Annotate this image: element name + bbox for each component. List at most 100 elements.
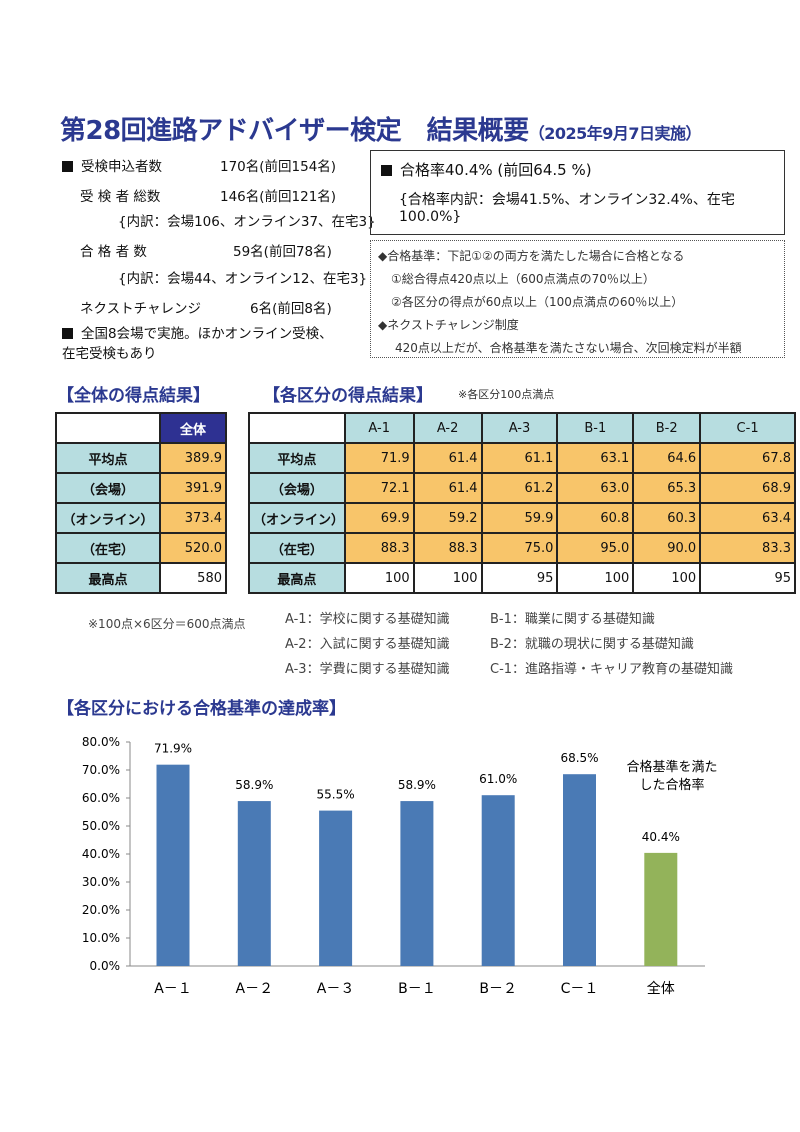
overall-score-table: 全体 平均点 389.9 （会場） 391.9 （オンライン） 373.4 （在宅） 520.0… bbox=[55, 412, 227, 594]
cell-value: 60.3 bbox=[632, 502, 702, 534]
criteria-box: ◆合格基準：下記①②の両方を満たした場合に合格となる ①総合得点420点以上（6… bbox=[370, 240, 785, 358]
y-tick-label: 60.0% bbox=[82, 791, 120, 805]
column-header: C-1 bbox=[699, 412, 796, 444]
pass-rate-box: 合格率40.4% (前回64.5 %) {合格率内訳：会場41.5%、オンライン… bbox=[370, 150, 785, 235]
y-tick-label: 20.0% bbox=[82, 903, 120, 917]
cell-value: 72.1 bbox=[343, 472, 415, 504]
legend-item: B-2：就職の現状に関する基礎知識 bbox=[490, 637, 694, 652]
table-header-row: 全体 bbox=[55, 412, 227, 444]
y-tick-label: 0.0% bbox=[90, 959, 121, 973]
row-label: 平均点 bbox=[248, 442, 346, 474]
overall-heading: 【全体の得点結果】 bbox=[57, 386, 210, 406]
row-label: （会場） bbox=[55, 472, 161, 504]
cell-value: 63.4 bbox=[699, 502, 796, 534]
table-row: 最高点 580 bbox=[55, 562, 227, 594]
table-row: （会場） 72.1 61.4 61.2 63.0 65.3 68.9 bbox=[248, 472, 796, 504]
cell-value: 61.4 bbox=[412, 472, 483, 504]
row-label: （在宅） bbox=[55, 532, 161, 564]
sections-heading: 【各区分の得点結果】 bbox=[263, 386, 433, 406]
column-header: A-2 bbox=[412, 412, 483, 444]
summary-value: 170名(前回154名) bbox=[220, 159, 337, 175]
cell-value: 71.9 bbox=[343, 442, 415, 474]
table-row: （在宅） 88.3 88.3 75.0 95.0 90.0 83.3 bbox=[248, 532, 796, 564]
legend-item: B-1：職業に関する基礎知識 bbox=[490, 612, 655, 627]
cell-value: 580 bbox=[159, 562, 227, 594]
cell-value: 389.9 bbox=[159, 442, 227, 474]
data-label: 58.9% bbox=[235, 778, 273, 792]
cell-value: 88.3 bbox=[343, 532, 415, 564]
section-score-table: A-1 A-2 A-3 B-1 B-2 C-1 平均点 71.9 61.4 61.1 63.1 64.… bbox=[248, 412, 796, 594]
cell-value: 68.9 bbox=[699, 472, 796, 504]
cell-value: 520.0 bbox=[159, 532, 227, 564]
bullet-icon bbox=[381, 165, 392, 176]
cell-value: 100 bbox=[412, 562, 483, 594]
venue-note: 全国8会場で実施。ほかオンライン受検、 在宅受検もあり bbox=[62, 326, 333, 362]
table-row: 平均点 389.9 bbox=[55, 442, 227, 474]
cell-value: 63.0 bbox=[556, 472, 635, 504]
cell-value: 83.3 bbox=[699, 532, 796, 564]
x-tick-label: A－１ bbox=[154, 981, 192, 997]
cell-value: 64.6 bbox=[632, 442, 702, 474]
table-row: 平均点 71.9 61.4 61.1 63.1 64.6 67.8 bbox=[248, 442, 796, 474]
row-label: 最高点 bbox=[55, 562, 161, 594]
cell-value: 100 bbox=[556, 562, 635, 594]
x-tick-label: B－１ bbox=[398, 981, 436, 997]
cell-value: 67.8 bbox=[699, 442, 796, 474]
chart-heading: 【各区分における合格基準の達成率】 bbox=[57, 699, 346, 719]
summary-value: 59名(前回78名) bbox=[233, 244, 332, 260]
cell-value: 59.9 bbox=[480, 502, 559, 534]
data-label: 55.5% bbox=[317, 788, 355, 802]
cell-value: 391.9 bbox=[159, 472, 227, 504]
cell-value: 100 bbox=[632, 562, 702, 594]
x-tick-label: B－２ bbox=[479, 981, 517, 997]
total-note: ※100点×6区分＝600点満点 bbox=[88, 617, 246, 631]
legend-item: A-2：入試に関する基礎知識 bbox=[285, 637, 450, 652]
table-header-row: A-1 A-2 A-3 B-1 B-2 C-1 bbox=[248, 412, 796, 444]
summary-label: 合 格 者 数 bbox=[80, 244, 147, 260]
cell-value: 59.2 bbox=[412, 502, 483, 534]
y-tick-label: 70.0% bbox=[82, 763, 120, 777]
summary-label: ネクストチャレンジ bbox=[80, 301, 201, 317]
bar bbox=[400, 801, 434, 966]
bar bbox=[563, 774, 596, 966]
table-row: （オンライン） 69.9 59.2 59.9 60.8 60.3 63.4 bbox=[248, 502, 796, 534]
table-row: 最高点 100 100 95 100 100 95 bbox=[248, 562, 796, 594]
summary-label: 受検申込者数 bbox=[62, 155, 162, 175]
data-label: 58.9% bbox=[398, 778, 436, 792]
cell-value: 61.4 bbox=[412, 442, 483, 474]
summary-label: 受 検 者 総数 bbox=[80, 189, 161, 205]
summary-value: 146名(前回121名) bbox=[220, 189, 337, 205]
cell-value: 95 bbox=[480, 562, 559, 594]
sections-note: ※各区分100点満点 bbox=[458, 388, 555, 401]
x-tick-label: A－２ bbox=[236, 981, 274, 997]
x-tick-label: C－１ bbox=[561, 981, 599, 997]
row-label: （オンライン） bbox=[55, 502, 161, 534]
bar bbox=[156, 764, 190, 966]
y-tick-label: 80.0% bbox=[82, 735, 120, 749]
row-label: 平均点 bbox=[55, 442, 161, 474]
bar bbox=[644, 852, 678, 966]
table-row: （会場） 391.9 bbox=[55, 472, 227, 504]
data-label: 61.0% bbox=[479, 772, 517, 786]
row-label: （オンライン） bbox=[248, 502, 346, 534]
cell-value: 95 bbox=[699, 562, 796, 594]
cell-value: 61.2 bbox=[480, 472, 559, 504]
table-row: （在宅） 520.0 bbox=[55, 532, 227, 564]
cell-value: 100 bbox=[343, 562, 415, 594]
column-header: A-1 bbox=[343, 412, 415, 444]
bullet-icon bbox=[62, 328, 73, 339]
row-label: 最高点 bbox=[248, 562, 346, 594]
page-title: 第28回進路アドバイザー検定 結果概要（2025年9月7日実施） bbox=[60, 116, 702, 146]
chart-annotation: 合格基準を満た bbox=[626, 759, 717, 775]
cell-value: 60.8 bbox=[556, 502, 635, 534]
summary-value: {内訳：会場106、オンライン37、在宅3} bbox=[118, 214, 376, 230]
y-tick-label: 10.0% bbox=[82, 931, 120, 945]
cell-value: 61.1 bbox=[480, 442, 559, 474]
summary-value: 6名(前回8名) bbox=[250, 301, 332, 317]
exam-date: （2025年9月7日実施） bbox=[528, 124, 702, 143]
chart-annotation: した合格率 bbox=[639, 777, 704, 793]
x-tick-label: A－３ bbox=[317, 981, 355, 997]
column-header: A-3 bbox=[480, 412, 559, 444]
cell-value: 63.1 bbox=[556, 442, 635, 474]
row-label: （会場） bbox=[248, 472, 346, 504]
